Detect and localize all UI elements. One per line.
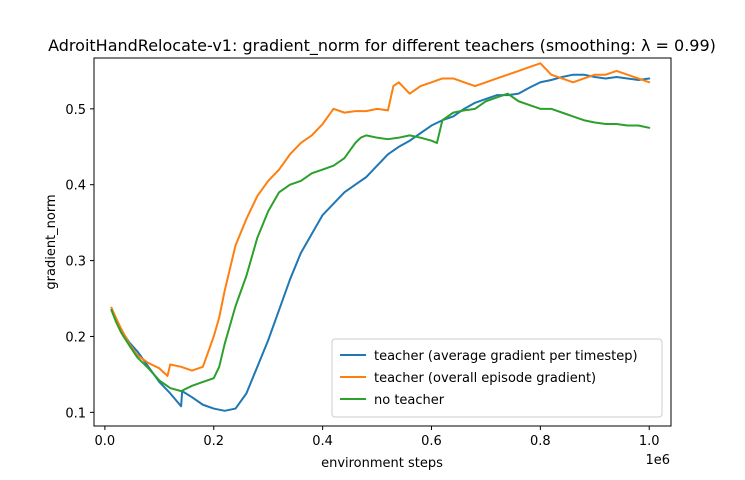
legend-box	[331, 338, 663, 418]
x-tick-label: 0.0	[95, 434, 116, 449]
chart-title: AdroitHandRelocate-v1: gradient_norm for…	[48, 36, 716, 56]
y-axis-label: gradient_norm	[44, 194, 59, 289]
x-axis-label: environment steps	[321, 456, 443, 471]
x-tick-label: 0.2	[203, 434, 224, 449]
y-tick-label: 0.2	[65, 330, 86, 345]
legend-label: teacher (overall episode gradient)	[374, 371, 596, 386]
y-tick-label: 0.3	[65, 255, 86, 270]
y-tick-label: 0.4	[65, 179, 86, 194]
x-axis: 0.0 0.2 0.4 0.6 0.8 1.0	[95, 426, 660, 449]
legend: teacher (average gradient per timestep) t…	[331, 338, 663, 418]
legend-label: no teacher	[374, 393, 445, 408]
x-tick-label: 0.6	[421, 434, 442, 449]
y-tick-label: 0.1	[65, 406, 86, 421]
series-group	[110, 62, 651, 412]
x-axis-offset-label: 1e6	[645, 453, 670, 468]
y-axis: 0.1 0.2 0.3 0.4 0.5	[65, 103, 94, 421]
series-line-1	[110, 73, 651, 412]
axes-frame	[93, 57, 672, 427]
series-line-2	[110, 62, 651, 377]
x-tick-label: 0.8	[530, 434, 551, 449]
x-tick-label: 0.4	[312, 434, 333, 449]
legend-label: teacher (average gradient per timestep)	[374, 349, 638, 364]
x-tick-label: 1.0	[639, 434, 660, 449]
series-line-3	[110, 92, 651, 393]
y-tick-label: 0.5	[65, 103, 86, 118]
